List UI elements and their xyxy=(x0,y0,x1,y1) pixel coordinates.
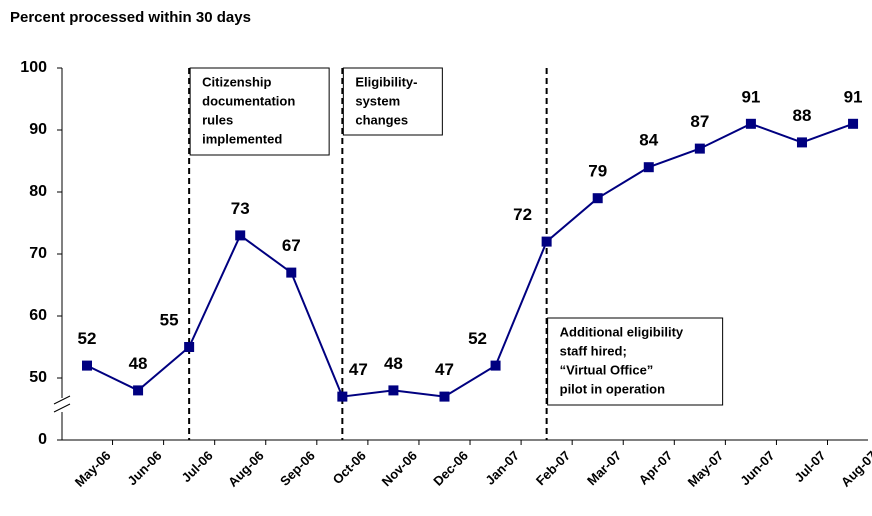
x-tick-label: Jul-07 xyxy=(791,448,828,485)
data-label: 91 xyxy=(844,87,863,106)
annotation-text: Citizenship xyxy=(202,74,271,89)
data-point xyxy=(286,267,297,278)
data-point xyxy=(592,193,603,204)
annotation-text: Additional eligibility xyxy=(560,324,684,339)
data-point xyxy=(184,342,195,352)
annotation-text: “Virtual Office” xyxy=(560,362,654,377)
annotation-text: pilot in operation xyxy=(560,381,665,396)
x-tick-label: Apr-07 xyxy=(636,448,676,488)
data-label: 47 xyxy=(435,360,454,379)
data-label: 55 xyxy=(160,310,179,329)
annotation-text: staff hired; xyxy=(560,343,627,358)
data-label: 84 xyxy=(639,131,658,150)
data-point xyxy=(133,385,144,396)
annotation-box xyxy=(342,67,443,136)
data-label: 88 xyxy=(793,106,812,125)
x-tick-label: Nov-06 xyxy=(379,448,420,489)
y-tick-label: 60 xyxy=(29,307,47,324)
data-point xyxy=(541,236,552,247)
x-tick-label: May-07 xyxy=(685,448,727,490)
annotation-text: implemented xyxy=(202,131,282,146)
data-label: 73 xyxy=(231,199,250,218)
annotation-text: documentation xyxy=(202,93,295,108)
x-tick-label: Oct-06 xyxy=(330,448,369,487)
x-tick-label: Dec-06 xyxy=(430,448,471,489)
x-tick-label: Jul-06 xyxy=(179,448,216,485)
data-point xyxy=(848,118,859,129)
data-label: 72 xyxy=(513,205,532,224)
data-point xyxy=(337,391,348,402)
data-label: 47 xyxy=(349,360,368,379)
y-tick-label: 0 xyxy=(38,431,47,448)
data-point xyxy=(235,230,246,241)
x-tick-label: Jun-06 xyxy=(124,448,164,488)
data-point xyxy=(694,143,705,154)
data-label: 91 xyxy=(741,87,760,106)
x-tick-label: May-06 xyxy=(72,448,114,490)
x-tick-label: Mar-07 xyxy=(584,448,624,488)
x-tick-label: Aug-06 xyxy=(225,448,267,490)
data-point xyxy=(745,118,756,129)
data-point xyxy=(643,162,654,173)
annotation-box xyxy=(189,67,330,156)
y-tick-label: 70 xyxy=(29,245,47,262)
data-point xyxy=(388,385,399,396)
data-point xyxy=(796,137,807,148)
y-tick-label: 90 xyxy=(29,121,47,138)
annotation-text: system xyxy=(355,93,400,108)
annotation-text: Eligibility- xyxy=(355,74,417,89)
data-point xyxy=(439,391,450,402)
data-label: 52 xyxy=(468,329,487,348)
annotation-box xyxy=(547,317,724,406)
data-label: 48 xyxy=(384,354,403,373)
y-tick-label: 80 xyxy=(29,183,47,200)
y-tick-label: 100 xyxy=(20,59,47,76)
annotation-text: changes xyxy=(355,112,408,127)
annotation-text: rules xyxy=(202,112,233,127)
series-line xyxy=(86,122,854,398)
chart-title: Percent processed within 30 days xyxy=(10,9,251,26)
data-label: 48 xyxy=(129,354,148,373)
data-label: 79 xyxy=(588,162,607,181)
data-label: 52 xyxy=(78,329,97,348)
data-label: 87 xyxy=(690,112,709,131)
axis-break-mark xyxy=(53,395,71,405)
x-tick-label: Jun-07 xyxy=(737,448,777,488)
x-tick-label: Jan-07 xyxy=(482,448,522,488)
x-tick-label: Feb-07 xyxy=(533,448,573,488)
data-point xyxy=(490,360,501,371)
x-tick-label: Sep-06 xyxy=(277,448,318,489)
y-tick-label: 50 xyxy=(29,369,47,386)
data-label: 67 xyxy=(282,236,301,255)
axis-break-mark xyxy=(53,403,71,413)
x-tick-label: Aug-07 xyxy=(838,448,872,490)
data-point xyxy=(82,360,92,371)
